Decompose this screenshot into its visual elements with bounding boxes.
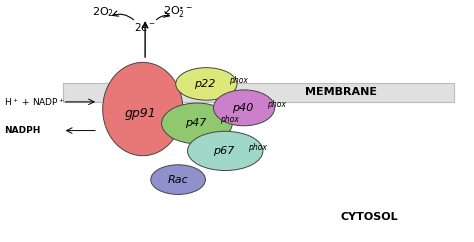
Text: p67: p67 bbox=[213, 146, 235, 156]
Text: 2O$_2^{\bullet-}$: 2O$_2^{\bullet-}$ bbox=[163, 4, 193, 20]
Ellipse shape bbox=[176, 68, 237, 100]
FancyBboxPatch shape bbox=[63, 83, 454, 102]
Text: p22: p22 bbox=[194, 79, 216, 89]
Text: NADPH: NADPH bbox=[4, 126, 40, 135]
Text: phox: phox bbox=[248, 143, 267, 152]
Text: gp91: gp91 bbox=[125, 107, 156, 120]
Text: p47: p47 bbox=[185, 118, 206, 129]
Text: Rac: Rac bbox=[168, 175, 189, 185]
Ellipse shape bbox=[162, 103, 232, 144]
Text: phox: phox bbox=[267, 100, 285, 109]
Text: phox: phox bbox=[171, 106, 193, 115]
Ellipse shape bbox=[213, 90, 275, 126]
Ellipse shape bbox=[188, 131, 263, 171]
Text: phox: phox bbox=[219, 115, 238, 124]
Text: 2O$_2$: 2O$_2$ bbox=[91, 5, 114, 19]
Text: H$^+$ + NADP$^+$: H$^+$ + NADP$^+$ bbox=[4, 96, 65, 108]
Text: p40: p40 bbox=[232, 103, 253, 113]
Text: 2e$^-$: 2e$^-$ bbox=[134, 21, 156, 32]
Text: CYTOSOL: CYTOSOL bbox=[340, 212, 398, 222]
Ellipse shape bbox=[151, 165, 205, 194]
Text: phox: phox bbox=[229, 76, 248, 85]
Ellipse shape bbox=[103, 62, 183, 156]
Text: MEMBRANE: MEMBRANE bbox=[305, 87, 377, 97]
